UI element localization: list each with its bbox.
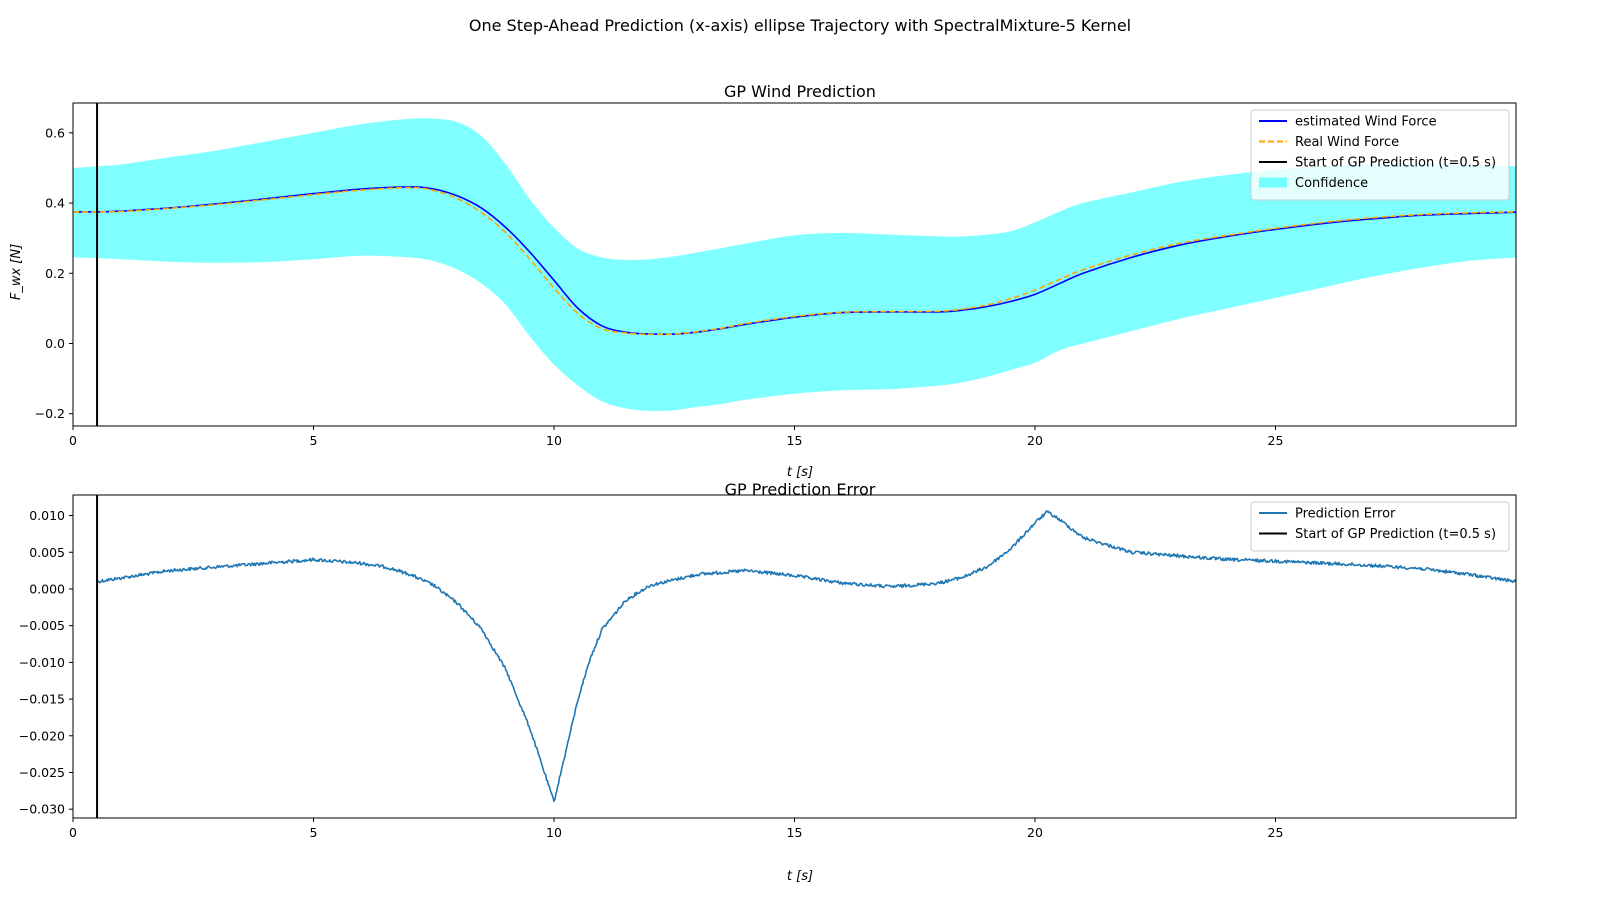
wind-prediction-xtick-label: 15 <box>787 433 803 448</box>
wind-prediction-xtick-label: 5 <box>310 433 318 448</box>
prediction-error-ytick-label: 0.010 <box>29 508 65 523</box>
wind-prediction-ytick-label: 0.4 <box>45 196 65 211</box>
estimated-wind-force-line <box>73 186 1516 336</box>
prediction-error-ytick-label: −0.005 <box>19 618 65 633</box>
confidence-band <box>73 118 1516 412</box>
prediction-error-ytick-label: −0.020 <box>19 728 65 743</box>
prediction-error-legend-box <box>1250 501 1510 552</box>
prediction-error-ytick-label: 0.005 <box>29 545 65 560</box>
figure-suptitle: One Step-Ahead Prediction (x-axis) ellip… <box>469 16 1131 35</box>
prediction-error-xtick-label: 15 <box>787 825 803 840</box>
wind-prediction-title: GP Wind Prediction <box>724 82 876 101</box>
prediction-error-plot-area: 0 5 10 15 20 25 −0.030 −0.025 −0.020 −0.015 −0.010… <box>19 494 1517 840</box>
wind-prediction-plot-area: 0 5 10 15 20 25 −0.2 0.0 0.2 0.4 0.6 estimated Wind… <box>35 102 1517 448</box>
prediction-error-xtick-label: 25 <box>1268 825 1284 840</box>
legend-label: estimated Wind Force <box>1295 115 1437 130</box>
legend-label: Prediction Error <box>1295 507 1396 522</box>
wind-prediction-ylabel: F_wx [N] <box>9 244 24 300</box>
prediction-error-ytick-label: 0.000 <box>29 581 65 596</box>
prediction-error-series-layer <box>96 495 1516 818</box>
wind-prediction-series-layer <box>73 103 1516 426</box>
legend-label: Real Wind Force <box>1295 135 1399 150</box>
wind-prediction-legend: estimated Wind Force Real Wind Force Start… <box>1250 109 1510 201</box>
prediction-error-ytick-label: −0.025 <box>19 765 65 780</box>
prediction-error-ytick-label: −0.015 <box>19 692 65 707</box>
prediction-error-xlabel: t [s] <box>787 869 813 884</box>
prediction-error-legend: Prediction Error Start of GP Prediction (… <box>1250 501 1510 552</box>
legend-handle-confidence <box>1259 177 1287 188</box>
prediction-error-title: GP Prediction Error <box>725 480 876 499</box>
wind-prediction-ytick-label: −0.2 <box>35 406 65 421</box>
wind-prediction-axes: GP Wind Prediction 0 5 10 15 20 25−0.20.00.20… <box>9 82 1517 480</box>
legend-label: Confidence <box>1295 176 1368 191</box>
wind-prediction-ytick-label: 0.0 <box>45 336 65 351</box>
wind-prediction-ytick-label: 0.2 <box>45 266 65 281</box>
wind-prediction-xtick-label: 0 <box>69 433 77 448</box>
legend-label: Start of GP Prediction (t=0.5 s) <box>1295 527 1496 542</box>
prediction-error-xtick-label: 5 <box>310 825 318 840</box>
prediction-error-xtick-label: 10 <box>546 825 562 840</box>
prediction-error-line <box>96 510 1516 803</box>
wind-prediction-xlabel: t [s] <box>787 465 813 480</box>
wind-prediction-legend-box <box>1250 109 1510 201</box>
legend-label: Start of GP Prediction (t=0.5 s) <box>1295 156 1496 171</box>
prediction-error-xtick-label: 0 <box>69 825 77 840</box>
wind-prediction-ytick-label: 0.6 <box>45 125 65 140</box>
wind-prediction-xtick-label: 10 <box>546 433 562 448</box>
prediction-error-ytick-label: −0.010 <box>19 655 65 670</box>
wind-prediction-xtick-label: 20 <box>1027 433 1043 448</box>
prediction-error-ytick-label: −0.030 <box>19 802 65 817</box>
wind-prediction-xtick-label: 25 <box>1268 433 1284 448</box>
prediction-error-xtick-label: 20 <box>1027 825 1043 840</box>
prediction-error-axes: GP Prediction Error 0 5 10 15 20 25 −0.030 −0.0… <box>19 480 1517 884</box>
